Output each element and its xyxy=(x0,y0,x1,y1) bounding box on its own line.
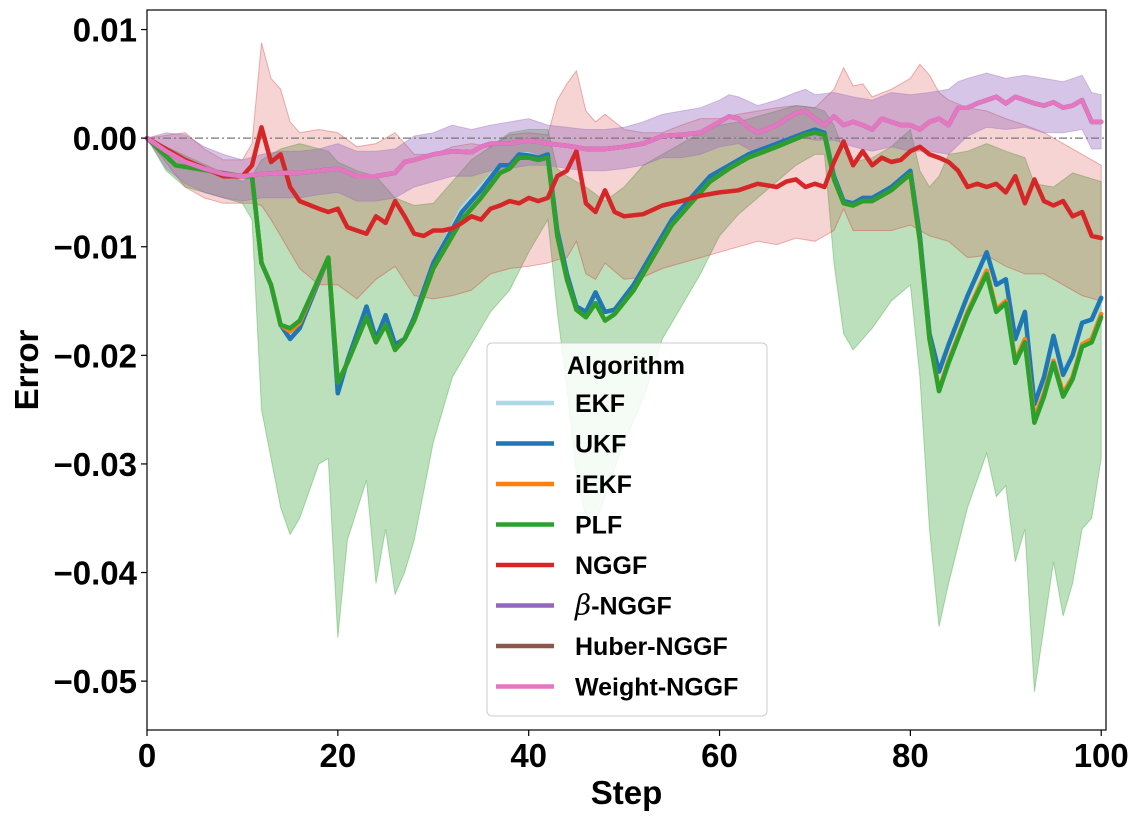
y-tick-label: −0.02 xyxy=(54,337,138,374)
legend-label: EKF xyxy=(575,390,625,418)
legend-label: PLF xyxy=(575,512,622,540)
x-tick-label: 20 xyxy=(319,737,356,774)
legend-title: Algorithm xyxy=(567,352,685,380)
y-axis-label: Error xyxy=(8,329,45,410)
y-tick-label: −0.05 xyxy=(54,663,138,700)
legend-label: Weight-NGGF xyxy=(575,674,738,702)
legend-label: UKF xyxy=(575,431,626,459)
x-tick-label: 80 xyxy=(892,737,929,774)
legend-label: iEKF xyxy=(575,471,632,499)
y-tick-label: −0.01 xyxy=(54,229,138,266)
legend-label: NGGF xyxy=(575,552,647,580)
plot-frame xyxy=(146,9,1107,731)
x-axis-label: Step xyxy=(591,774,663,811)
confidence-band-3 xyxy=(146,72,1102,202)
y-axis-ticks: 0.01 0.00 −0.01 −0.02 −0.03 −0.04 −0.05 xyxy=(54,12,147,700)
series-line-2 xyxy=(144,127,1104,407)
x-tick-label: 40 xyxy=(510,737,547,774)
y-tick-label: −0.04 xyxy=(54,555,138,592)
series-line-8 xyxy=(144,94,1104,179)
x-tick-label: 100 xyxy=(1074,737,1129,774)
series-line-5 xyxy=(144,125,1104,241)
legend: Algorithm EKF UKF iEKF PLF NGGF β-NGGF Huber-N… xyxy=(486,342,768,717)
legend-items: EKF UKF iEKF PLF NGGF β-NGGF Huber-NGGF Weight-… xyxy=(496,390,738,702)
series-lines xyxy=(144,94,1104,425)
x-tick-label: 60 xyxy=(701,737,738,774)
x-tick-label: 0 xyxy=(138,737,156,774)
legend-label: β-NGGF xyxy=(574,589,672,622)
y-tick-label: 0.00 xyxy=(73,120,137,157)
legend-box xyxy=(486,342,768,717)
legend-label: Huber-NGGF xyxy=(575,633,728,661)
confidence-band-2 xyxy=(146,42,1102,302)
y-tick-label: 0.01 xyxy=(73,12,137,49)
x-axis-ticks: 0 20 40 60 80 100 xyxy=(138,730,1129,774)
series-line-4 xyxy=(144,130,1104,425)
y-tick-label: −0.03 xyxy=(54,446,138,483)
